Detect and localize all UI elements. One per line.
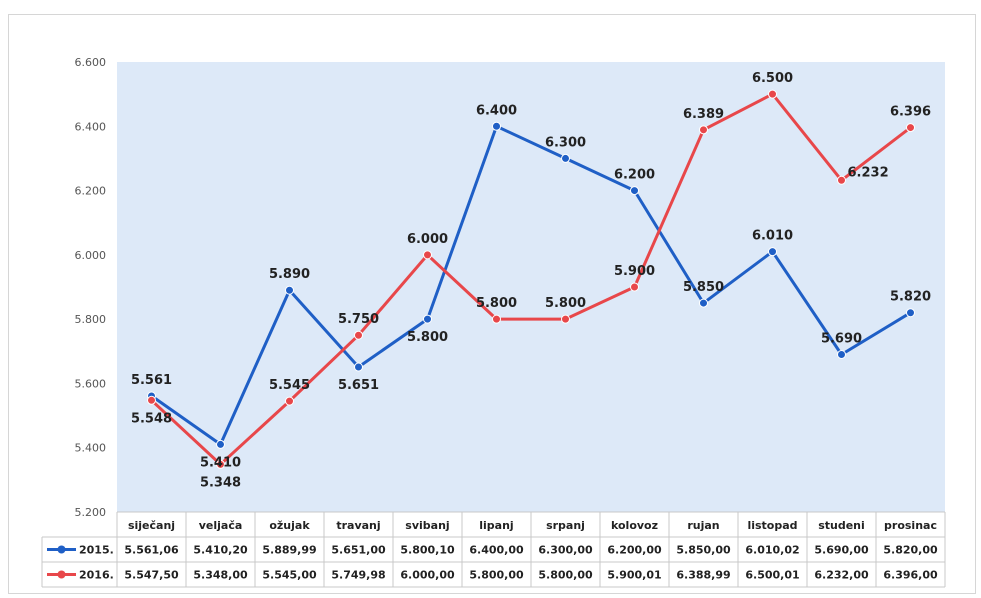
table-cell: 5.690,00 [814, 544, 869, 557]
data-label: 5.545 [269, 378, 310, 393]
y-tick-label: 5.800 [75, 313, 107, 326]
table-cell: 5.651,00 [331, 544, 386, 557]
series-point [285, 396, 294, 406]
series-point [699, 298, 708, 308]
series-line-0 [150, 124, 912, 446]
series-point [837, 175, 846, 185]
series-point [285, 285, 294, 295]
category-label: svibanj [405, 519, 449, 532]
y-tick-label: 5.600 [75, 377, 107, 390]
series-point [561, 314, 570, 324]
table-cell: 5.547,50 [124, 569, 179, 582]
data-label: 6.500 [752, 71, 793, 86]
table-cell: 6.396,00 [883, 569, 938, 582]
table-cell: 5.561,06 [124, 544, 179, 557]
data-label: 5.800 [545, 296, 586, 311]
data-label: 5.800 [476, 296, 517, 311]
y-tick-label: 5.400 [75, 442, 107, 455]
series-point [837, 350, 846, 359]
category-label: siječanj [128, 519, 175, 532]
table-cell: 6.500,01 [745, 569, 799, 582]
data-label: 5.850 [683, 280, 724, 295]
data-label: 6.389 [683, 107, 724, 122]
category-label: rujan [687, 519, 719, 532]
data-label: 6.400 [476, 103, 517, 118]
category-label: prosinac [884, 519, 937, 532]
series-point [768, 247, 777, 257]
data-label: 6.200 [614, 168, 655, 183]
table-cell: 5.410,20 [193, 544, 248, 557]
data-label: 5.800 [407, 330, 448, 345]
y-tick-label: 6.200 [75, 185, 107, 198]
data-label: 6.000 [407, 232, 448, 247]
data-label: 5.690 [821, 332, 862, 347]
table-cell: 5.850,00 [676, 544, 731, 557]
category-label: srpanj [546, 519, 585, 532]
data-label: 6.300 [545, 135, 586, 150]
series-point [216, 459, 225, 469]
series-point [561, 153, 570, 163]
data-label: 5.890 [269, 267, 310, 282]
table-cell: 5.820,00 [883, 544, 938, 557]
table-cell: 6.000,00 [400, 569, 455, 582]
table-cell: 6.388,99 [676, 569, 730, 582]
table-cell: 5.900,01 [607, 569, 661, 582]
y-tick-label: 5.200 [75, 506, 107, 519]
data-label: 5.410 [200, 455, 241, 470]
table-cell: 6.200,00 [607, 544, 662, 557]
category-label: studeni [818, 519, 865, 532]
legend-marker [57, 570, 66, 579]
series-point [492, 314, 501, 324]
table-cell: 5.800,10 [400, 544, 455, 557]
table-cell: 5.545,00 [262, 569, 317, 582]
data-label: 6.010 [752, 229, 793, 244]
series-point [630, 282, 639, 292]
series-point [354, 330, 363, 340]
table-cell: 6.232,00 [814, 569, 869, 582]
series-point [906, 123, 915, 133]
data-label: 5.820 [890, 290, 931, 305]
table-cell: 6.300,00 [538, 544, 593, 557]
legend-marker [57, 545, 66, 554]
category-label: lipanj [479, 519, 513, 532]
series-point [147, 395, 156, 405]
y-tick-label: 6.600 [75, 56, 107, 69]
data-label: 5.561 [131, 373, 172, 388]
series-point [768, 89, 777, 99]
category-label: ožujak [269, 519, 310, 532]
series-point [630, 186, 639, 196]
data-label: 6.232 [848, 165, 889, 180]
category-label: veljača [199, 519, 243, 532]
series-point [492, 121, 501, 131]
data-label: 5.651 [338, 378, 379, 393]
table-cell: 5.800,00 [469, 569, 524, 582]
category-label: travanj [336, 519, 380, 532]
table-cell: 6.010,02 [745, 544, 799, 557]
series-line-1 [150, 92, 912, 466]
table-cell: 6.400,00 [469, 544, 524, 557]
category-label: kolovoz [611, 519, 658, 532]
table-cell: 5.889,99 [262, 544, 316, 557]
series-point [354, 362, 363, 372]
table-cell: 5.800,00 [538, 569, 593, 582]
series-point [699, 125, 708, 135]
category-label: listopad [747, 519, 797, 532]
table-cell: 5.749,98 [331, 569, 385, 582]
series-point [423, 250, 432, 260]
table-cell: 5.348,00 [193, 569, 248, 582]
series-point [216, 439, 225, 449]
data-label: 6.396 [890, 105, 931, 120]
y-tick-label: 6.400 [75, 120, 107, 133]
series-name: 2016. [79, 569, 114, 582]
series-point [423, 314, 432, 324]
data-label: 5.900 [614, 264, 655, 279]
series-name: 2015. [79, 544, 114, 557]
data-label: 5.348 [200, 475, 241, 490]
series-point [906, 308, 915, 318]
data-label: 5.750 [338, 312, 379, 327]
y-tick-label: 6.000 [75, 249, 107, 262]
data-label: 5.548 [131, 411, 172, 426]
